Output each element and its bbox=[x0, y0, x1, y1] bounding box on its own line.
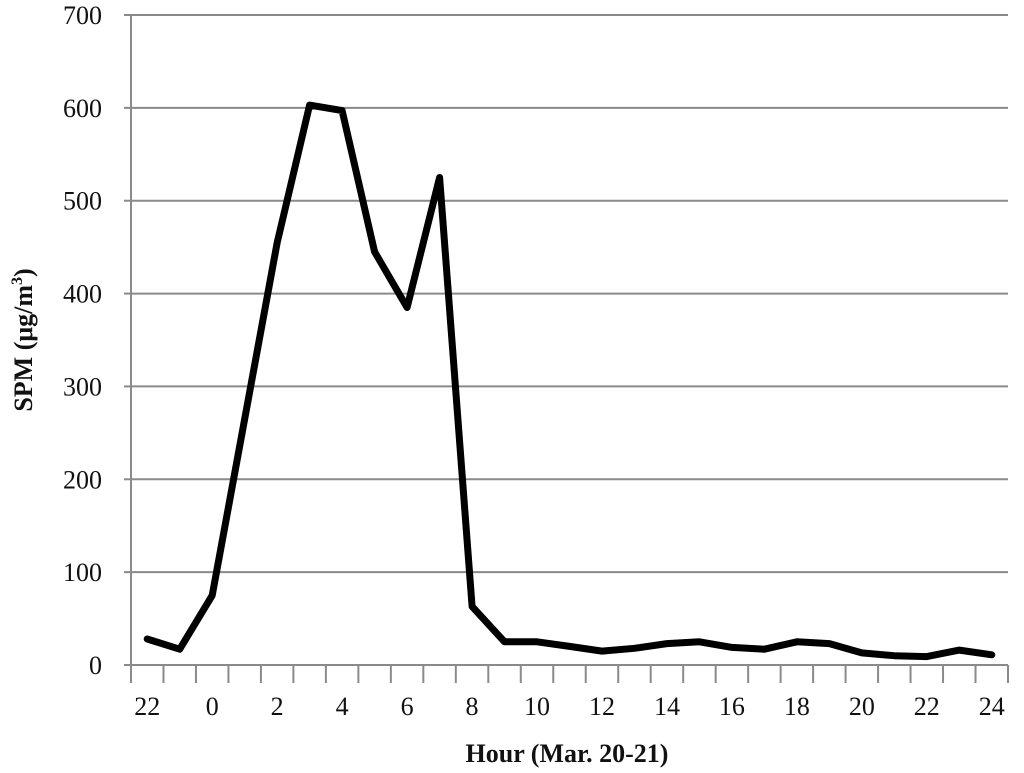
x-tick-label: 4 bbox=[336, 692, 349, 721]
x-tick-label: 22 bbox=[134, 692, 160, 721]
x-tick-label: 20 bbox=[849, 692, 875, 721]
x-tick-label: 22 bbox=[914, 692, 940, 721]
x-tick-label: 2 bbox=[271, 692, 284, 721]
x-tick-label: 18 bbox=[784, 692, 810, 721]
axes bbox=[124, 14, 1009, 683]
series-group bbox=[143, 101, 996, 661]
x-tick-labels: 22 0 2 4 6 8 10 12 14 16 18 20 22 24 bbox=[134, 692, 1005, 721]
x-tick-label: 16 bbox=[719, 692, 745, 721]
series-line-spm bbox=[143, 101, 996, 661]
y-tick-label: 400 bbox=[63, 280, 102, 309]
y-axis-title-base: SPM (μg/m bbox=[9, 285, 38, 412]
y-tick-label: 0 bbox=[89, 651, 102, 680]
x-tick-label: 24 bbox=[979, 692, 1005, 721]
y-tick-label: 700 bbox=[63, 1, 102, 30]
x-tick-label: 8 bbox=[466, 692, 479, 721]
y-tick-label: 500 bbox=[63, 187, 102, 216]
x-tick-label: 10 bbox=[524, 692, 550, 721]
x-tick-label: 0 bbox=[206, 692, 219, 721]
x-tick-label: 14 bbox=[654, 692, 680, 721]
x-axis-title: Hour (Mar. 20-21) bbox=[466, 739, 669, 768]
y-axis-title: SPM (μg/m3) bbox=[9, 268, 38, 411]
x-tick-label: 12 bbox=[589, 692, 615, 721]
gridlines bbox=[131, 14, 1008, 574]
x-tick-label: 6 bbox=[401, 692, 414, 721]
y-axis-title-superscript: 3 bbox=[9, 277, 26, 285]
y-tick-label: 200 bbox=[63, 465, 102, 494]
y-axis-title-close: ) bbox=[9, 268, 38, 277]
y-tick-label: 100 bbox=[63, 558, 102, 587]
y-tick-labels: 0 100 200 300 400 500 600 700 bbox=[63, 1, 102, 680]
y-tick-label: 600 bbox=[63, 94, 102, 123]
y-tick-label: 300 bbox=[63, 372, 102, 401]
